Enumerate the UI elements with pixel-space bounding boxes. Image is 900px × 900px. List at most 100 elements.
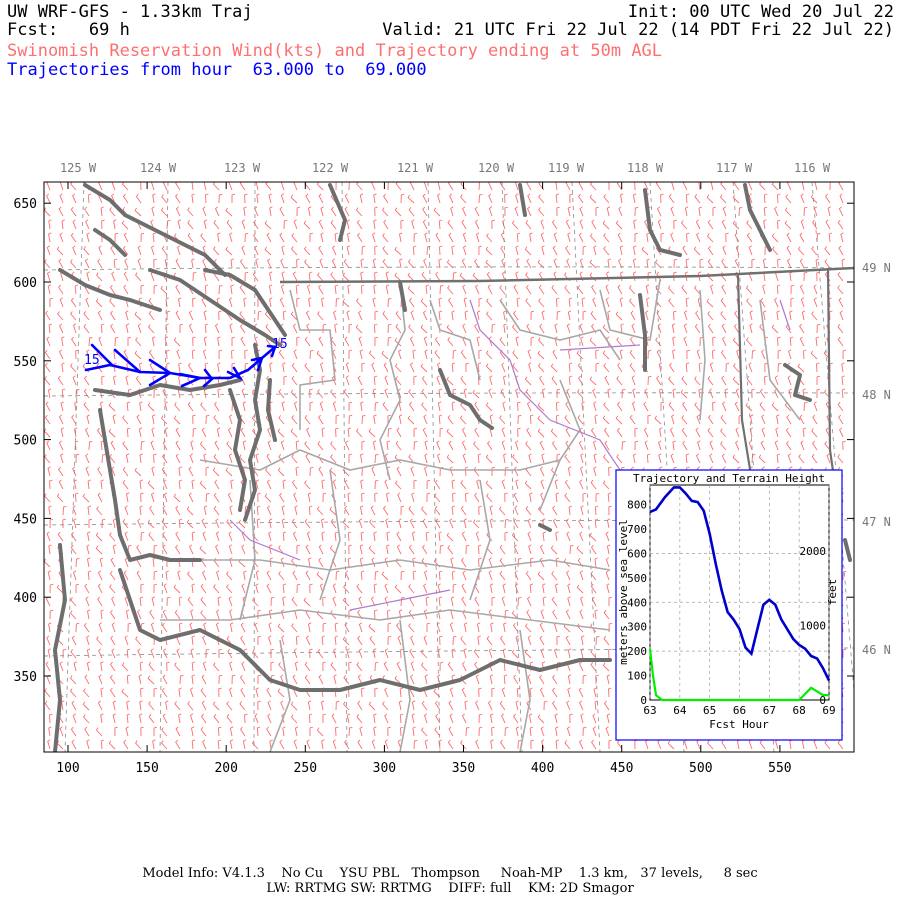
wind-barb [738, 206, 743, 217]
wind-barb [58, 479, 64, 490]
wind-barb [111, 622, 116, 633]
x-tick-label: 450 [610, 761, 633, 776]
wind-barb [109, 284, 116, 295]
wind-barb [266, 687, 272, 698]
wind-barb [307, 206, 312, 217]
wind-barb [73, 518, 77, 529]
wind-barb [150, 622, 155, 633]
wind-barb [139, 700, 143, 711]
wind-barb [448, 700, 454, 711]
wind-barb [126, 427, 131, 438]
wind-barb [539, 635, 545, 646]
inset-y-tick-label: 300 [627, 621, 647, 634]
wind-barb [136, 570, 142, 581]
wind-barb [49, 479, 53, 490]
wind-barb [358, 648, 363, 659]
wind-barb [126, 700, 130, 711]
wind-barb [226, 701, 233, 711]
wind-barb [361, 687, 365, 698]
wind-barb [331, 206, 337, 217]
wind-barb [334, 284, 339, 295]
wind-barb [161, 466, 168, 477]
wind-barb [517, 401, 521, 412]
wind-barb [320, 232, 324, 243]
wind-barb [643, 427, 649, 438]
wind-barb [371, 739, 376, 750]
wind-barb [511, 220, 519, 230]
wind-barb [828, 232, 833, 243]
wind-barb [215, 544, 220, 555]
wind-barb [527, 518, 532, 529]
wind-barb [709, 440, 714, 451]
wind-barb [617, 284, 623, 295]
wind-barb [412, 245, 417, 256]
wind-barb [267, 713, 272, 724]
wind-barb [592, 713, 597, 724]
wind-barb [228, 596, 233, 607]
wind-barb [802, 427, 807, 438]
wind-barb [501, 596, 506, 607]
wind-barb [95, 727, 103, 737]
wind-barb [127, 622, 132, 633]
wind-barb [86, 648, 91, 659]
wind-barb [452, 271, 457, 282]
wind-barb [88, 518, 93, 528]
wind-barb [578, 232, 584, 243]
wind-barb [213, 220, 220, 230]
wind-barb [136, 414, 142, 425]
wind-barb [667, 285, 675, 295]
wind-barb [140, 531, 145, 542]
wind-barb [840, 232, 844, 243]
wind-barb [256, 726, 261, 737]
wind-barb [426, 492, 431, 503]
wind-barb [461, 531, 467, 542]
wind-barb [282, 726, 286, 737]
wind-barb [161, 687, 168, 698]
wind-barb [148, 298, 155, 308]
wind-barb [147, 675, 155, 685]
wind-barb [305, 570, 311, 581]
wind-barb [476, 310, 481, 321]
inset-x-tick-label: 64 [673, 704, 687, 717]
wind-barb [371, 466, 376, 477]
wind-barb [656, 349, 662, 360]
wind-barb [332, 401, 337, 412]
wind-barb [153, 583, 158, 593]
wind-barb [400, 570, 405, 581]
wind-barb [607, 492, 612, 503]
wind-barb [408, 324, 415, 334]
wind-barb [373, 375, 378, 386]
wind-barb [372, 440, 377, 451]
wind-barb [537, 571, 545, 581]
wind-barb [398, 700, 403, 711]
wind-barb [290, 311, 298, 321]
wind-barb [217, 336, 221, 347]
wind-barb [329, 506, 337, 516]
wind-barb [438, 219, 443, 230]
wind-barb [203, 219, 208, 230]
wind-barb [61, 362, 65, 373]
wind-barb [121, 662, 129, 672]
wind-barb [357, 232, 363, 243]
wind-barb [322, 622, 327, 633]
wind-barb [266, 479, 272, 490]
wind-barb [190, 726, 195, 737]
wind-barb [369, 519, 376, 529]
wind-barb [244, 271, 249, 282]
wind-barb [400, 505, 405, 516]
wind-barb [656, 310, 662, 321]
wind-barb [489, 375, 493, 386]
wind-barb [602, 415, 610, 425]
wind-barb [126, 713, 130, 724]
wind-barb [292, 674, 298, 685]
wind-barb [46, 336, 51, 347]
wind-barb [86, 635, 90, 646]
wind-barb [772, 246, 779, 256]
wind-barb [227, 427, 233, 438]
wind-barb [538, 207, 545, 217]
wind-barb [696, 414, 701, 425]
wind-barb [501, 713, 506, 724]
wind-barb [320, 297, 325, 308]
wind-barb [199, 441, 207, 451]
wind-barb [360, 479, 364, 490]
